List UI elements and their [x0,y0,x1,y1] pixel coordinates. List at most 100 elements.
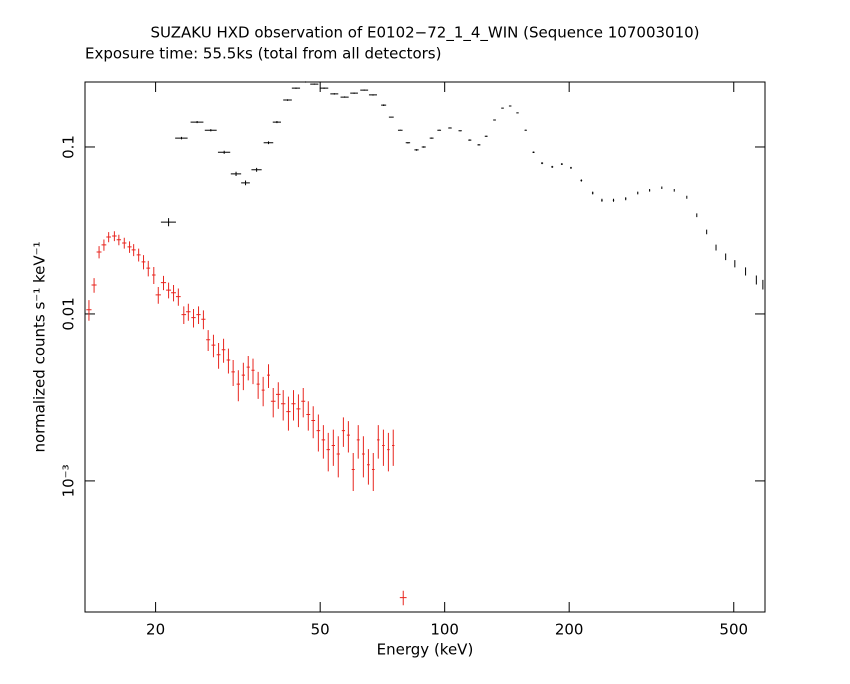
error-bar-point [541,162,544,165]
x-axis-label: Energy (keV) [377,641,474,659]
error-bar-point [405,142,411,144]
error-bar-point [131,244,136,257]
error-bar-point [160,275,167,291]
error-bar-point [361,436,365,478]
error-bar-point [591,191,594,195]
error-bar-point [175,136,188,140]
error-bar-point [755,275,757,285]
error-bar-point [625,197,627,201]
error-bar-point [346,421,350,453]
error-bar-point [251,358,255,385]
error-bar-point [141,255,146,270]
error-bar-point [101,239,107,251]
error-bar-point [484,135,488,137]
error-bar-point [251,167,262,172]
error-bar-point [508,105,512,107]
plot-frame [84,81,766,613]
error-bar-point [673,189,675,192]
error-bar-point [686,195,688,199]
error-bar-point [270,388,276,418]
error-bar-point [368,94,377,96]
error-bar-point [601,198,603,202]
error-bar-point [458,130,462,132]
error-bar-point [311,406,316,439]
error-bar-point [160,218,176,227]
error-bar-point [283,99,292,101]
error-bar-point [236,370,241,402]
error-bar-point [296,394,301,428]
error-bar-point [91,278,97,293]
error-bar-point [637,191,639,195]
x-tick-label: 200 [555,621,584,639]
error-bar-point [201,310,206,330]
error-bar-point [399,590,407,606]
error-bar-point [276,382,281,409]
error-bar-point [706,229,708,235]
error-bar-point [301,388,306,418]
error-bar-point [127,241,132,253]
error-bar-point [429,137,434,139]
error-bar-point [216,342,221,369]
error-bar-point [341,417,345,447]
error-bar-point [319,87,329,89]
error-bar-point [230,171,242,177]
error-bar-point [696,213,698,218]
error-bar-point [221,338,226,363]
error-bar-point [524,129,527,131]
x-tick-label: 50 [311,621,330,639]
error-bar-point [291,87,301,89]
error-bar-point [356,425,360,459]
error-bar-point [350,92,358,94]
error-bar-point [204,129,217,132]
error-bar-point [612,198,615,202]
error-bar-point [316,414,321,452]
error-bar-point [306,401,311,431]
error-bar-point [392,429,395,466]
error-bar-point [382,429,385,466]
error-bar-point [725,253,727,261]
error-bar-point [151,267,156,285]
error-bar-point [171,285,176,302]
y-tick-label: 0.01 [60,297,78,330]
error-bar-point [206,330,211,351]
error-bar-point [388,116,394,118]
error-bar-point [190,121,204,124]
error-bar-point [272,121,281,124]
error-bar-point [649,189,651,192]
error-bar-point [166,282,172,299]
error-bar-point [280,390,286,421]
error-bar-point [371,452,375,492]
error-bar-point [331,429,335,466]
error-bar-point [367,449,370,485]
y-tick-label: 0.1 [60,135,78,159]
error-bar-point [551,165,554,168]
error-bar-point [421,146,426,148]
error-bar-point [437,129,442,131]
error-bar-point [381,104,387,106]
error-bar-point [468,139,472,141]
error-bar-point [501,107,504,109]
error-bar-point [116,234,122,246]
error-bar-point [715,244,717,251]
error-bar-point [321,425,326,459]
error-bar-point [136,248,141,262]
error-bar-point [211,334,216,358]
error-bar-point [241,180,250,186]
error-bar-point [493,119,496,121]
error-bar-point [175,288,181,306]
error-bar-point [360,89,369,91]
error-bar-point [414,149,419,151]
error-bar-point [196,306,201,325]
error-bar-point [734,260,736,268]
error-bar-point [351,452,355,492]
y-axis-label: normalized counts s⁻¹ keV⁻¹ [31,241,49,452]
error-bar-point [477,144,481,146]
error-bar-point [186,303,191,321]
error-bar-point [326,432,330,472]
error-bar-point [155,286,161,304]
error-bar-point [263,141,274,145]
error-bar-point [387,432,390,472]
chart-title: SUZAKU HXD observation of E0102−72_1_4_W… [150,24,699,43]
error-bar-point [256,371,260,399]
